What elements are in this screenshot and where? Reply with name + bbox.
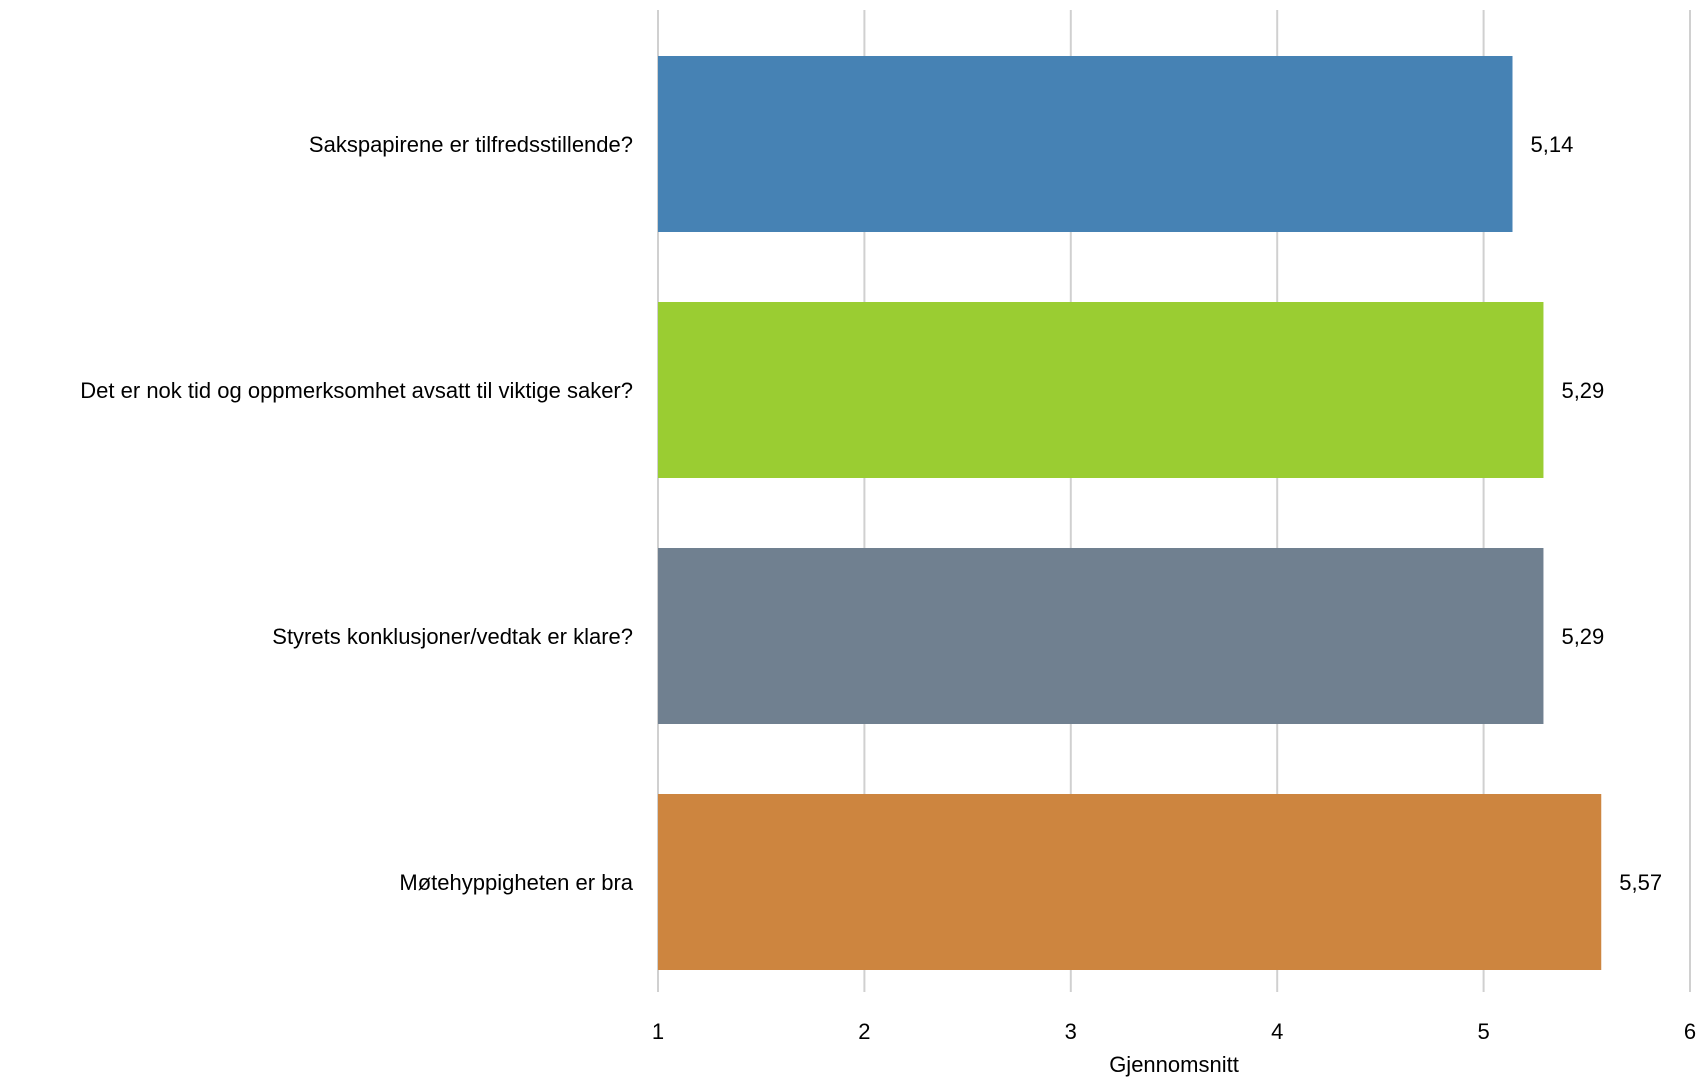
x-tick-label: 3 (1065, 1019, 1077, 1044)
category-label: Møtehyppigheten er bra (399, 870, 633, 895)
category-label: Sakspapirene er tilfredsstillende? (309, 132, 633, 157)
data-label: 5,29 (1561, 378, 1604, 403)
bar-2 (658, 302, 1544, 478)
x-tick-label: 5 (1477, 1019, 1489, 1044)
data-label: 5,57 (1619, 870, 1662, 895)
bar-1 (658, 56, 1513, 232)
data-label: 5,29 (1561, 624, 1604, 649)
x-tick-label: 4 (1271, 1019, 1283, 1044)
data-label: 5,14 (1530, 132, 1573, 157)
category-label: Styrets konklusjoner/vedtak er klare? (272, 624, 633, 649)
x-tick-label: 6 (1684, 1019, 1696, 1044)
bar-4 (658, 794, 1602, 970)
bar-3 (658, 548, 1544, 724)
category-label: Det er nok tid og oppmerksomhet avsatt t… (80, 378, 633, 403)
bars (658, 56, 1602, 970)
x-tick-label: 2 (858, 1019, 870, 1044)
labels: 1 2 3 4 5 6 Sakspapirene er tilfredsstillende?… (80, 132, 1696, 1044)
x-axis-title: Gjennomsnitt (1109, 1052, 1239, 1077)
x-tick-label: 1 (652, 1019, 664, 1044)
